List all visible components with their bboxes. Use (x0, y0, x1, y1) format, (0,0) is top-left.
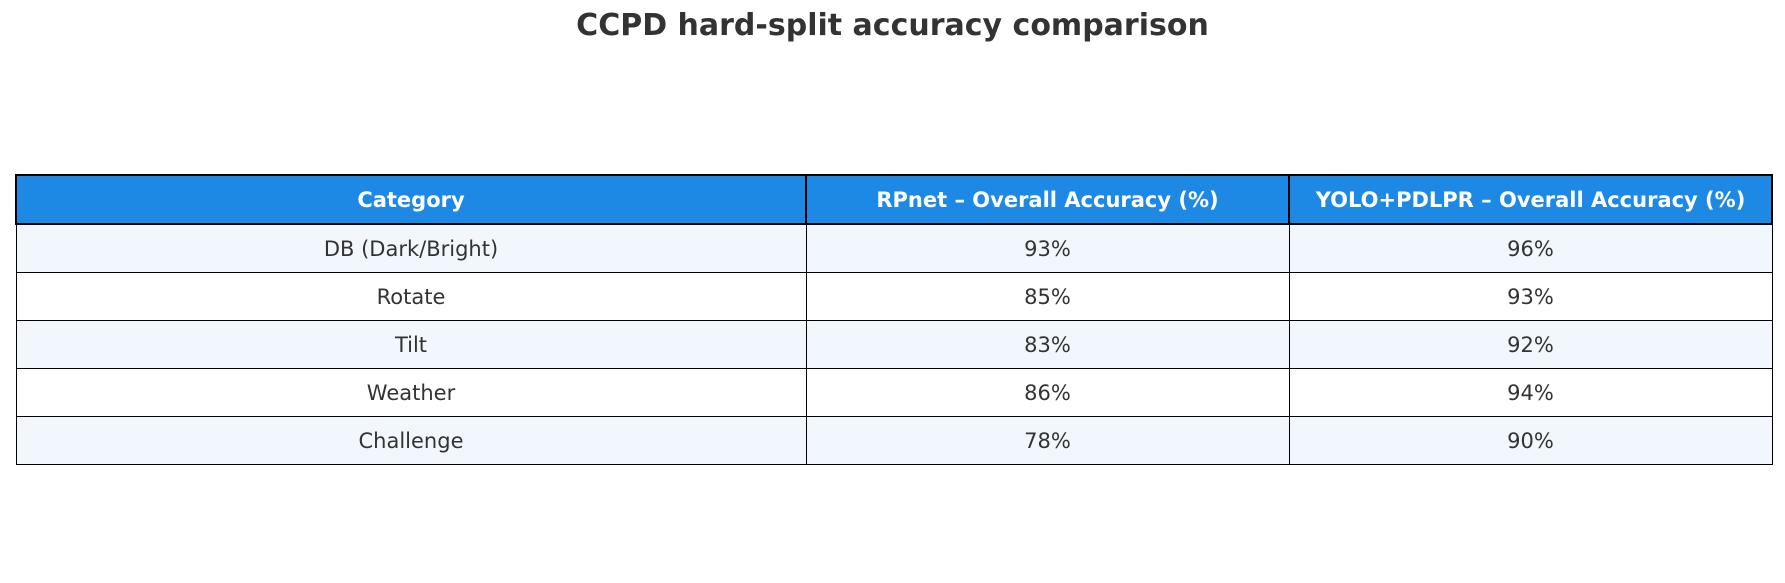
table-row: Challenge 78% 90% (15, 416, 1773, 465)
table-row: Tilt 83% 92% (15, 320, 1773, 369)
table-row: Rotate 85% 93% (15, 272, 1773, 321)
rpnet-value-cell: 85% (805, 272, 1290, 321)
category-cell: DB (Dark/Bright) (15, 223, 807, 273)
rpnet-value-cell: 86% (805, 368, 1290, 417)
column-header-rpnet: RPnet – Overall Accuracy (%) (805, 174, 1290, 225)
rpnet-value-cell: 83% (805, 320, 1290, 369)
table-row: Weather 86% 94% (15, 368, 1773, 417)
yolo-pdlpr-value-cell: 90% (1288, 416, 1773, 465)
yolo-pdlpr-value-cell: 92% (1288, 320, 1773, 369)
rpnet-value-cell: 93% (805, 223, 1290, 273)
category-cell: Tilt (15, 320, 807, 369)
column-header-category: Category (15, 174, 807, 225)
table-header-row: Category RPnet – Overall Accuracy (%) YO… (15, 174, 1773, 225)
yolo-pdlpr-value-cell: 94% (1288, 368, 1773, 417)
category-cell: Weather (15, 368, 807, 417)
category-cell: Challenge (15, 416, 807, 465)
column-header-yolo-pdlpr: YOLO+PDLPR – Overall Accuracy (%) (1288, 174, 1773, 225)
rpnet-value-cell: 78% (805, 416, 1290, 465)
yolo-pdlpr-value-cell: 96% (1288, 223, 1773, 273)
table-row: DB (Dark/Bright) 93% 96% (15, 223, 1773, 273)
chart-title: CCPD hard-split accuracy comparison (576, 8, 1209, 43)
accuracy-table: Category RPnet – Overall Accuracy (%) YO… (15, 174, 1773, 465)
category-cell: Rotate (15, 272, 807, 321)
yolo-pdlpr-value-cell: 93% (1288, 272, 1773, 321)
